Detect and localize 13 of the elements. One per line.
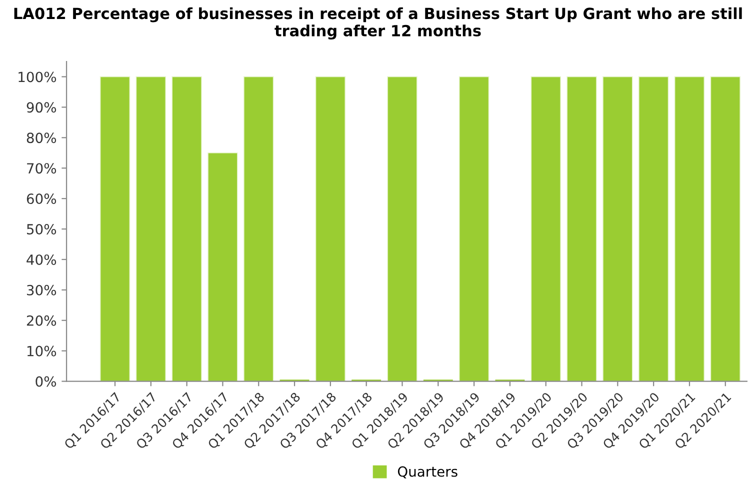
- y-tick-label: 60%: [26, 194, 56, 204]
- y-tick-label: 100%: [18, 72, 56, 82]
- y-tick-label: 50%: [27, 224, 56, 234]
- chart-title: LA012 Percentage of businesses in receipt of a Business Start Up Grant who are still trading after 12 months: [14, 7, 742, 40]
- y-tick-label: 30%: [26, 284, 56, 296]
- y-tick-label: 80%: [26, 132, 56, 144]
- y-tick-label: 70%: [27, 163, 56, 174]
- legend-label: Quarters: [398, 466, 458, 478]
- y-tick-label: 0%: [36, 376, 56, 387]
- y-tick-label: 40%: [26, 254, 56, 265]
- y-tick-label: 20%: [26, 315, 56, 326]
- y-tick-label: 10%: [27, 346, 56, 356]
- y-tick-label: 90%: [26, 102, 56, 113]
